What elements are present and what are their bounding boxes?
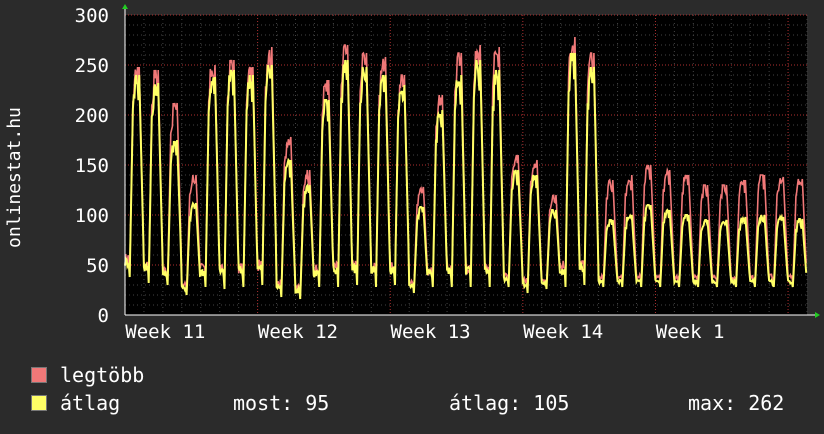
y-tick-label: 0 [98, 305, 109, 327]
series-atlag-line [124, 52, 808, 300]
axes [122, 4, 820, 318]
tick-labels: 0 50 100 150 200 250 300 Week 11 Week 12 Week 13 W… [75, 5, 725, 343]
legend-label-legtobb: legtöbb [60, 363, 145, 387]
y-tick-label: 150 [75, 155, 109, 177]
series-lines [124, 36, 808, 300]
x-tick-label: Week 13 [391, 321, 471, 343]
watermark-text: onlinestat.hu [4, 107, 25, 248]
y-tick-label: 250 [75, 55, 109, 77]
y-tick-label: 200 [75, 105, 109, 127]
stat-max: max: 262 [688, 391, 785, 415]
y-tick-label: 50 [86, 255, 109, 277]
legend-label-atlag: átlag [60, 391, 121, 415]
legtobb-swatch [31, 367, 47, 383]
y-tick-label: 100 [75, 205, 109, 227]
stat-atlag: átlag: 105 [449, 391, 570, 415]
x-tick-label: Week 12 [258, 321, 338, 343]
x-tick-label: Week 14 [523, 321, 603, 343]
y-axis-arrow [122, 4, 128, 9]
x-tick-label: Week 1 [656, 321, 725, 343]
stat-most: most: 95 [233, 391, 330, 415]
atlag-swatch [31, 395, 47, 411]
x-axis-arrow [815, 312, 820, 318]
x-tick-label: Week 11 [125, 321, 205, 343]
y-tick-label: 300 [75, 5, 109, 27]
